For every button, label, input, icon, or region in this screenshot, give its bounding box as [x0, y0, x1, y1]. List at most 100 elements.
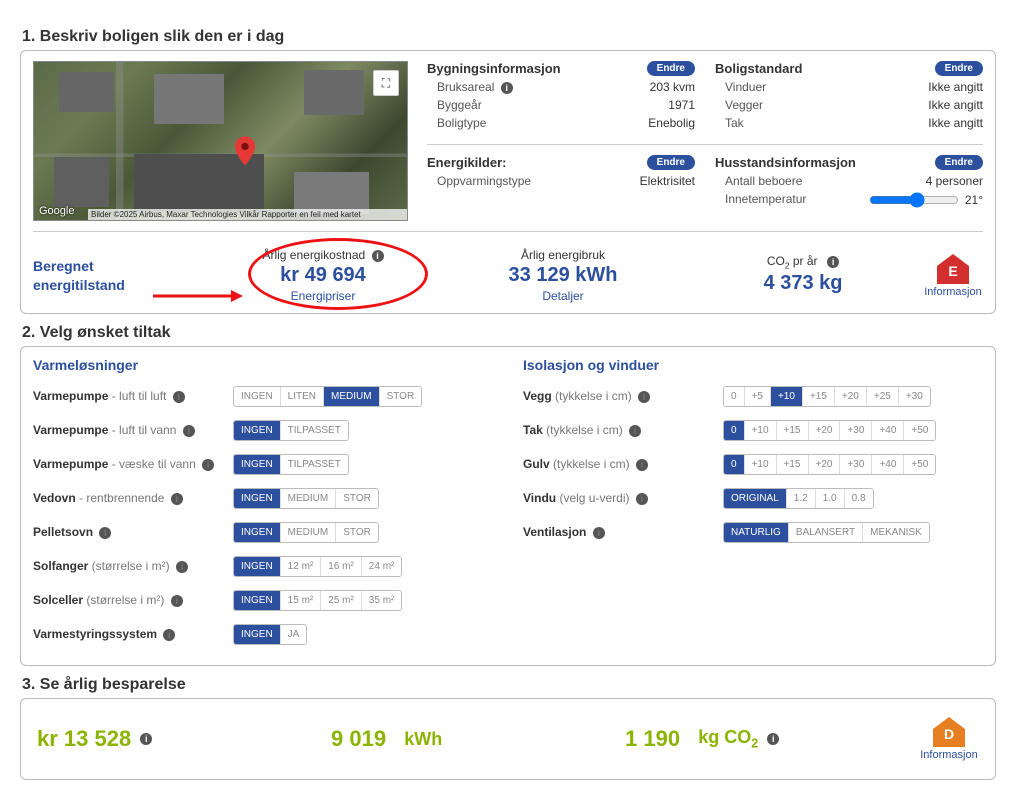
edit-household-button[interactable]: Endre [935, 155, 983, 170]
option-button[interactable]: +40 [872, 455, 904, 474]
panel-savings: kr 13 528i 9 019 kWh 1 190 kg CO2 i D In… [20, 698, 996, 780]
info-icon[interactable]: i [171, 595, 183, 607]
option-button[interactable]: 0 [724, 387, 745, 406]
option-button[interactable]: +10 [745, 455, 777, 474]
option-button[interactable]: LITEN [281, 387, 324, 406]
info-icon[interactable]: i [636, 493, 648, 505]
option-button[interactable]: INGEN [234, 625, 281, 644]
option-button[interactable]: 16 m² [321, 557, 362, 576]
info-icon[interactable]: i [171, 493, 183, 505]
measure-label: Vedovn - rentbrennende i [33, 491, 233, 505]
option-button[interactable]: +20 [835, 387, 867, 406]
energy-sources-block: Energikilder: Endre OppvarmingstypeElekt… [427, 155, 695, 212]
option-button[interactable]: 1.2 [787, 489, 816, 508]
annual-co2-value: 4 373 kg [683, 272, 923, 295]
option-button[interactable]: STOR [336, 489, 378, 508]
option-button[interactable]: JA [281, 625, 307, 644]
option-button[interactable]: INGEN [234, 489, 281, 508]
option-button[interactable]: 0 [724, 421, 745, 440]
measure-label: Solfanger (størrelse i m²) i [33, 559, 233, 573]
measure-label: Ventilasjon i [523, 525, 723, 539]
option-button[interactable]: MEDIUM [324, 387, 380, 406]
measure-label: Vindu (velg u-verdi) i [523, 491, 723, 505]
info-icon[interactable]: i [372, 250, 384, 262]
info-icon[interactable]: i [140, 733, 152, 745]
edit-energy-button[interactable]: Endre [647, 155, 695, 170]
temperature-slider[interactable] [869, 192, 959, 208]
option-button[interactable]: +50 [904, 421, 935, 440]
option-button[interactable]: +30 [840, 421, 872, 440]
option-button[interactable]: +20 [809, 455, 841, 474]
option-button[interactable]: +10 [745, 421, 777, 440]
option-button[interactable]: INGEN [234, 455, 281, 474]
option-button[interactable]: NATURLIG [724, 523, 789, 542]
info-icon[interactable]: i [163, 629, 175, 641]
option-button[interactable]: +50 [904, 455, 935, 474]
details-link[interactable]: Detaljer [443, 289, 683, 303]
savings-co2: 1 190 kg CO2 i [625, 726, 919, 752]
info-icon[interactable]: i [501, 82, 513, 94]
option-button[interactable]: +15 [777, 455, 809, 474]
info-icon[interactable]: i [183, 425, 195, 437]
energy-prices-link[interactable]: Energipriser [203, 289, 443, 303]
info-icon[interactable]: i [767, 733, 779, 745]
option-button[interactable]: MEDIUM [281, 489, 337, 508]
option-button[interactable]: +15 [803, 387, 835, 406]
heating-row: Varmepumpe - luft til luft iINGENLITENME… [33, 383, 493, 409]
section2-title: 2. Velg ønsket tiltak [22, 324, 996, 342]
edit-standard-button[interactable]: Endre [935, 61, 983, 76]
insulation-header: Isolasjon og vinduer [523, 357, 983, 373]
option-button[interactable]: INGEN [234, 387, 281, 406]
option-button[interactable]: ORIGINAL [724, 489, 787, 508]
fullscreen-icon[interactable]: ⛶ [373, 70, 399, 96]
option-button[interactable]: +15 [777, 421, 809, 440]
map-attribution: Bilder ©2025 Airbus, Maxar Technologies … [88, 209, 407, 220]
info-icon[interactable]: i [202, 459, 214, 471]
info-icon[interactable]: i [629, 425, 641, 437]
option-button[interactable]: +25 [867, 387, 899, 406]
option-button[interactable]: INGEN [234, 523, 281, 542]
savings-rating-badge[interactable]: D Informasjon [919, 717, 979, 761]
option-button[interactable]: 12 m² [281, 557, 322, 576]
option-button[interactable]: +10 [771, 387, 803, 406]
panel-current-state: ⛶ Google Bilder ©2025 Airbus, Maxar Tech… [20, 50, 996, 314]
option-button[interactable]: 35 m² [362, 591, 402, 610]
option-button[interactable]: INGEN [234, 421, 281, 440]
info-icon[interactable]: i [636, 459, 648, 471]
heating-row: Varmepumpe - væske til vann iINGENTILPAS… [33, 451, 493, 477]
option-button[interactable]: 1.0 [816, 489, 845, 508]
info-icon[interactable]: i [173, 391, 185, 403]
option-button[interactable]: MEDIUM [281, 523, 337, 542]
energy-rating-badge[interactable]: E Informasjon [923, 254, 983, 298]
option-button[interactable]: MEKANISK [863, 523, 929, 542]
option-button[interactable]: BALANSERT [789, 523, 863, 542]
option-button[interactable]: +5 [745, 387, 771, 406]
option-button[interactable]: 15 m² [281, 591, 322, 610]
edit-building-button[interactable]: Endre [647, 61, 695, 76]
measure-label: Varmepumpe - luft til luft i [33, 389, 233, 403]
info-icon[interactable]: i [176, 561, 188, 573]
option-button[interactable]: +40 [872, 421, 904, 440]
option-button[interactable]: INGEN [234, 591, 281, 610]
option-button[interactable]: +20 [809, 421, 841, 440]
option-button[interactable]: +30 [899, 387, 930, 406]
info-icon[interactable]: i [99, 527, 111, 539]
insulation-column: Isolasjon og vinduer Vegg (tykkelse i cm… [523, 357, 983, 655]
option-button[interactable]: 0 [724, 455, 745, 474]
map[interactable]: ⛶ Google Bilder ©2025 Airbus, Maxar Tech… [33, 61, 408, 221]
option-button[interactable]: TILPASSET [281, 421, 348, 440]
information-link[interactable]: Informasjon [919, 749, 979, 761]
option-button[interactable]: INGEN [234, 557, 281, 576]
option-button[interactable]: TILPASSET [281, 455, 348, 474]
option-button[interactable]: 0.8 [845, 489, 873, 508]
option-button[interactable]: +30 [840, 455, 872, 474]
option-button[interactable]: 24 m² [362, 557, 402, 576]
option-button[interactable]: STOR [380, 387, 422, 406]
insulation-row: Gulv (tykkelse i cm) i0+10+15+20+30+40+5… [523, 451, 983, 477]
information-link[interactable]: Informasjon [923, 286, 983, 298]
info-icon[interactable]: i [827, 256, 839, 268]
info-icon[interactable]: i [638, 391, 650, 403]
option-button[interactable]: 25 m² [321, 591, 362, 610]
option-button[interactable]: STOR [336, 523, 378, 542]
info-icon[interactable]: i [593, 527, 605, 539]
